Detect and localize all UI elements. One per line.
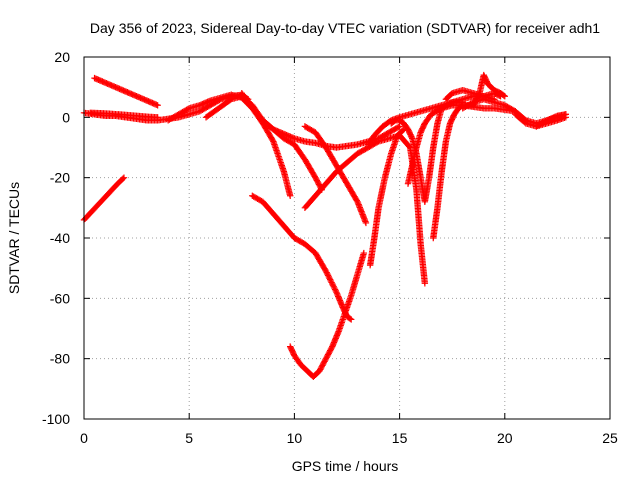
data-marker [184,105,192,113]
data-marker [323,269,330,276]
data-marker [437,105,444,113]
y-tick-label: -80 [50,351,70,367]
data-marker [119,175,127,182]
y-tick-label: -40 [50,230,70,246]
data-marker [468,99,476,107]
data-marker [395,123,402,131]
data-marker [328,279,335,286]
series-arc-09 [286,249,368,380]
x-tick-label: 15 [392,430,408,446]
data-marker [326,276,334,283]
y-axis-title: SDTVAR / TECUs [6,182,22,294]
data-marker [346,315,354,322]
data-series [80,71,570,380]
axes [83,56,611,420]
data-marker [500,92,507,99]
data-marker [331,286,339,293]
series-arc-12 [366,126,408,269]
data-point [322,267,330,275]
data-marker [408,133,415,141]
data-marker [330,283,337,290]
data-point [154,114,161,121]
data-point [360,249,368,257]
x-axis-title: GPS time / hours [292,458,399,474]
data-marker [329,282,337,289]
data-point [286,192,294,199]
tick-labels: 0 5 10 15 20 25 -100 -80 -60 -40 -20 0 20 [42,49,618,446]
x-tick-label: 5 [185,430,193,446]
data-marker [324,270,331,278]
data-marker [374,139,381,146]
data-point [501,93,508,100]
y-tick-label: 20 [54,49,70,65]
series-arc-01 [80,174,128,224]
data-point [154,102,161,109]
data-marker [399,127,406,134]
x-tick-label: 10 [287,430,303,446]
data-point [362,219,370,227]
data-marker [331,284,338,292]
series-arc-11 [301,132,429,287]
data-marker [326,275,333,282]
data-point [348,316,355,323]
x-tick-label: 25 [602,430,618,446]
series-arc-21 [533,111,570,130]
data-point [421,280,429,287]
y-tick-label: -100 [42,411,70,427]
series-arc-18 [470,71,508,109]
chart-title: Day 356 of 2023, Sidereal Day-to-day VTE… [90,20,600,36]
data-marker [324,272,332,279]
series-arc-15 [404,102,519,187]
series-arc-04 [87,109,161,121]
x-tick-label: 0 [80,430,88,446]
data-point [396,123,403,130]
data-marker [327,277,335,285]
data-marker [475,91,483,98]
data-marker [329,280,336,288]
y-tick-label: -20 [50,170,70,186]
data-marker [332,287,339,295]
data-point [120,174,128,181]
y-tick-label: 0 [62,109,70,125]
series-arc-16 [430,102,477,242]
data-marker [269,136,276,144]
y-tick-label: -60 [50,290,70,306]
data-marker [325,273,332,281]
x-tick-label: 20 [497,430,513,446]
series-arc-03 [91,74,161,109]
data-point [562,111,570,118]
